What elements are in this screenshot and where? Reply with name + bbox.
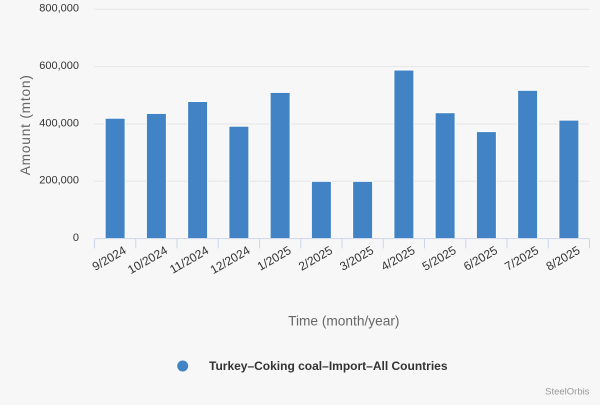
svg-text:400,000: 400,000 <box>39 117 79 129</box>
svg-text:Turkey–Coking coal–Import–All: Turkey–Coking coal–Import–All Countries <box>209 359 448 373</box>
svg-text:200,000: 200,000 <box>39 175 79 187</box>
svg-text:800,000: 800,000 <box>39 3 79 15</box>
svg-text:600,000: 600,000 <box>39 60 79 72</box>
svg-text:Amount (mton): Amount (mton) <box>18 74 33 175</box>
svg-text:Time (month/year): Time (month/year) <box>288 314 399 329</box>
svg-text:SteelOrbis: SteelOrbis <box>545 387 590 398</box>
svg-text:0: 0 <box>73 232 79 244</box>
